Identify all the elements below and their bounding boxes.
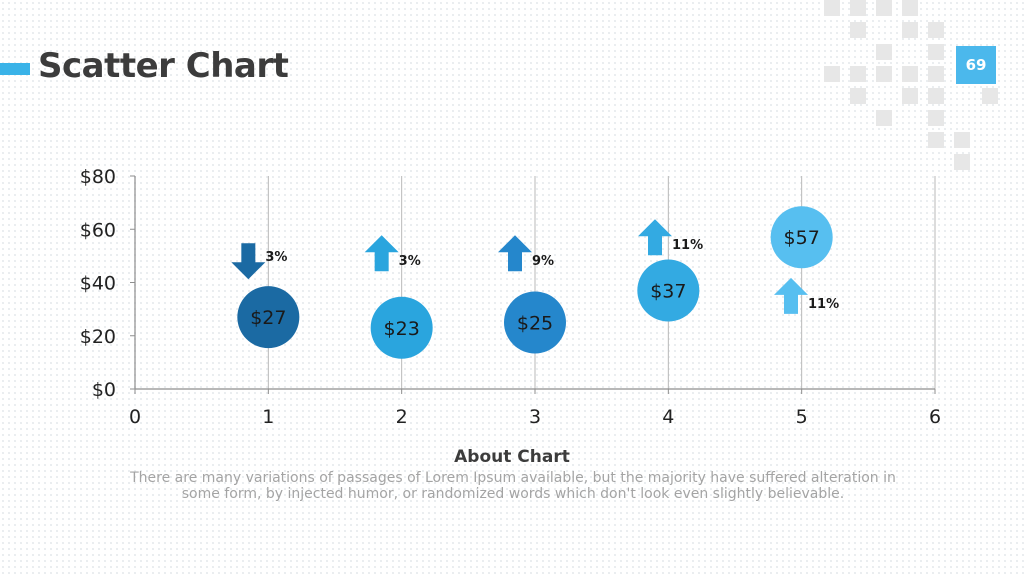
decorative-square bbox=[876, 110, 892, 126]
change-label: 3% bbox=[265, 250, 287, 265]
decorative-square bbox=[824, 0, 840, 16]
arrow-up-icon bbox=[774, 277, 808, 314]
decorative-square bbox=[954, 132, 970, 148]
x-tick-label: 4 bbox=[662, 406, 674, 428]
data-point bbox=[637, 259, 700, 322]
y-tick-label: $40 bbox=[80, 273, 116, 295]
data-point bbox=[770, 206, 833, 269]
data-point bbox=[370, 296, 433, 359]
decorative-square bbox=[928, 132, 944, 148]
decorative-square bbox=[928, 88, 944, 104]
decorative-square bbox=[902, 88, 918, 104]
decorative-square bbox=[876, 44, 892, 60]
title-accent-bar bbox=[0, 63, 30, 75]
data-label: $27 bbox=[250, 307, 286, 329]
arrow-down-icon bbox=[231, 243, 266, 280]
y-tick-label: $80 bbox=[80, 166, 116, 188]
decorative-square bbox=[982, 88, 998, 104]
data-label: $23 bbox=[384, 318, 420, 340]
change-label: 11% bbox=[808, 297, 839, 312]
decorative-square bbox=[824, 66, 840, 82]
decorative-square bbox=[902, 22, 918, 38]
x-tick-label: 1 bbox=[262, 406, 274, 428]
x-tick-label: 5 bbox=[796, 406, 808, 428]
decorative-square bbox=[928, 44, 944, 60]
arrow-up-icon bbox=[364, 235, 399, 272]
data-label: $25 bbox=[517, 312, 553, 334]
x-tick-label: 0 bbox=[129, 406, 141, 428]
change-label: 9% bbox=[532, 254, 554, 269]
decorative-square bbox=[954, 154, 970, 170]
decorative-square bbox=[850, 88, 866, 104]
x-tick-label: 6 bbox=[929, 406, 941, 428]
y-tick-label: $60 bbox=[80, 219, 116, 241]
x-tick-label: 2 bbox=[396, 406, 408, 428]
decorative-square bbox=[928, 22, 944, 38]
y-tick-label: $0 bbox=[92, 379, 116, 401]
y-tick-label: $20 bbox=[80, 326, 116, 348]
arrow-up-icon bbox=[638, 219, 672, 256]
page-title: Scatter Chart bbox=[38, 46, 289, 86]
decorative-square bbox=[850, 0, 866, 16]
page-number-badge: 69 bbox=[956, 46, 996, 84]
change-label: 11% bbox=[672, 238, 703, 253]
decorative-square bbox=[902, 66, 918, 82]
decorative-square bbox=[902, 0, 918, 16]
decorative-square bbox=[850, 22, 866, 38]
arrow-up-icon bbox=[498, 235, 532, 272]
data-label: $37 bbox=[650, 280, 686, 302]
data-point bbox=[504, 291, 566, 354]
decorative-square bbox=[928, 66, 944, 82]
decorative-square bbox=[876, 66, 892, 82]
about-chart-text: There are many variations of passages of… bbox=[130, 470, 896, 502]
change-label: 3% bbox=[399, 254, 421, 269]
about-chart-title: About Chart bbox=[454, 447, 570, 467]
data-point bbox=[237, 286, 300, 349]
decorative-square bbox=[876, 0, 892, 16]
decorative-square bbox=[928, 110, 944, 126]
data-label: $57 bbox=[784, 227, 820, 249]
x-tick-label: 3 bbox=[529, 406, 541, 428]
decorative-square bbox=[850, 66, 866, 82]
